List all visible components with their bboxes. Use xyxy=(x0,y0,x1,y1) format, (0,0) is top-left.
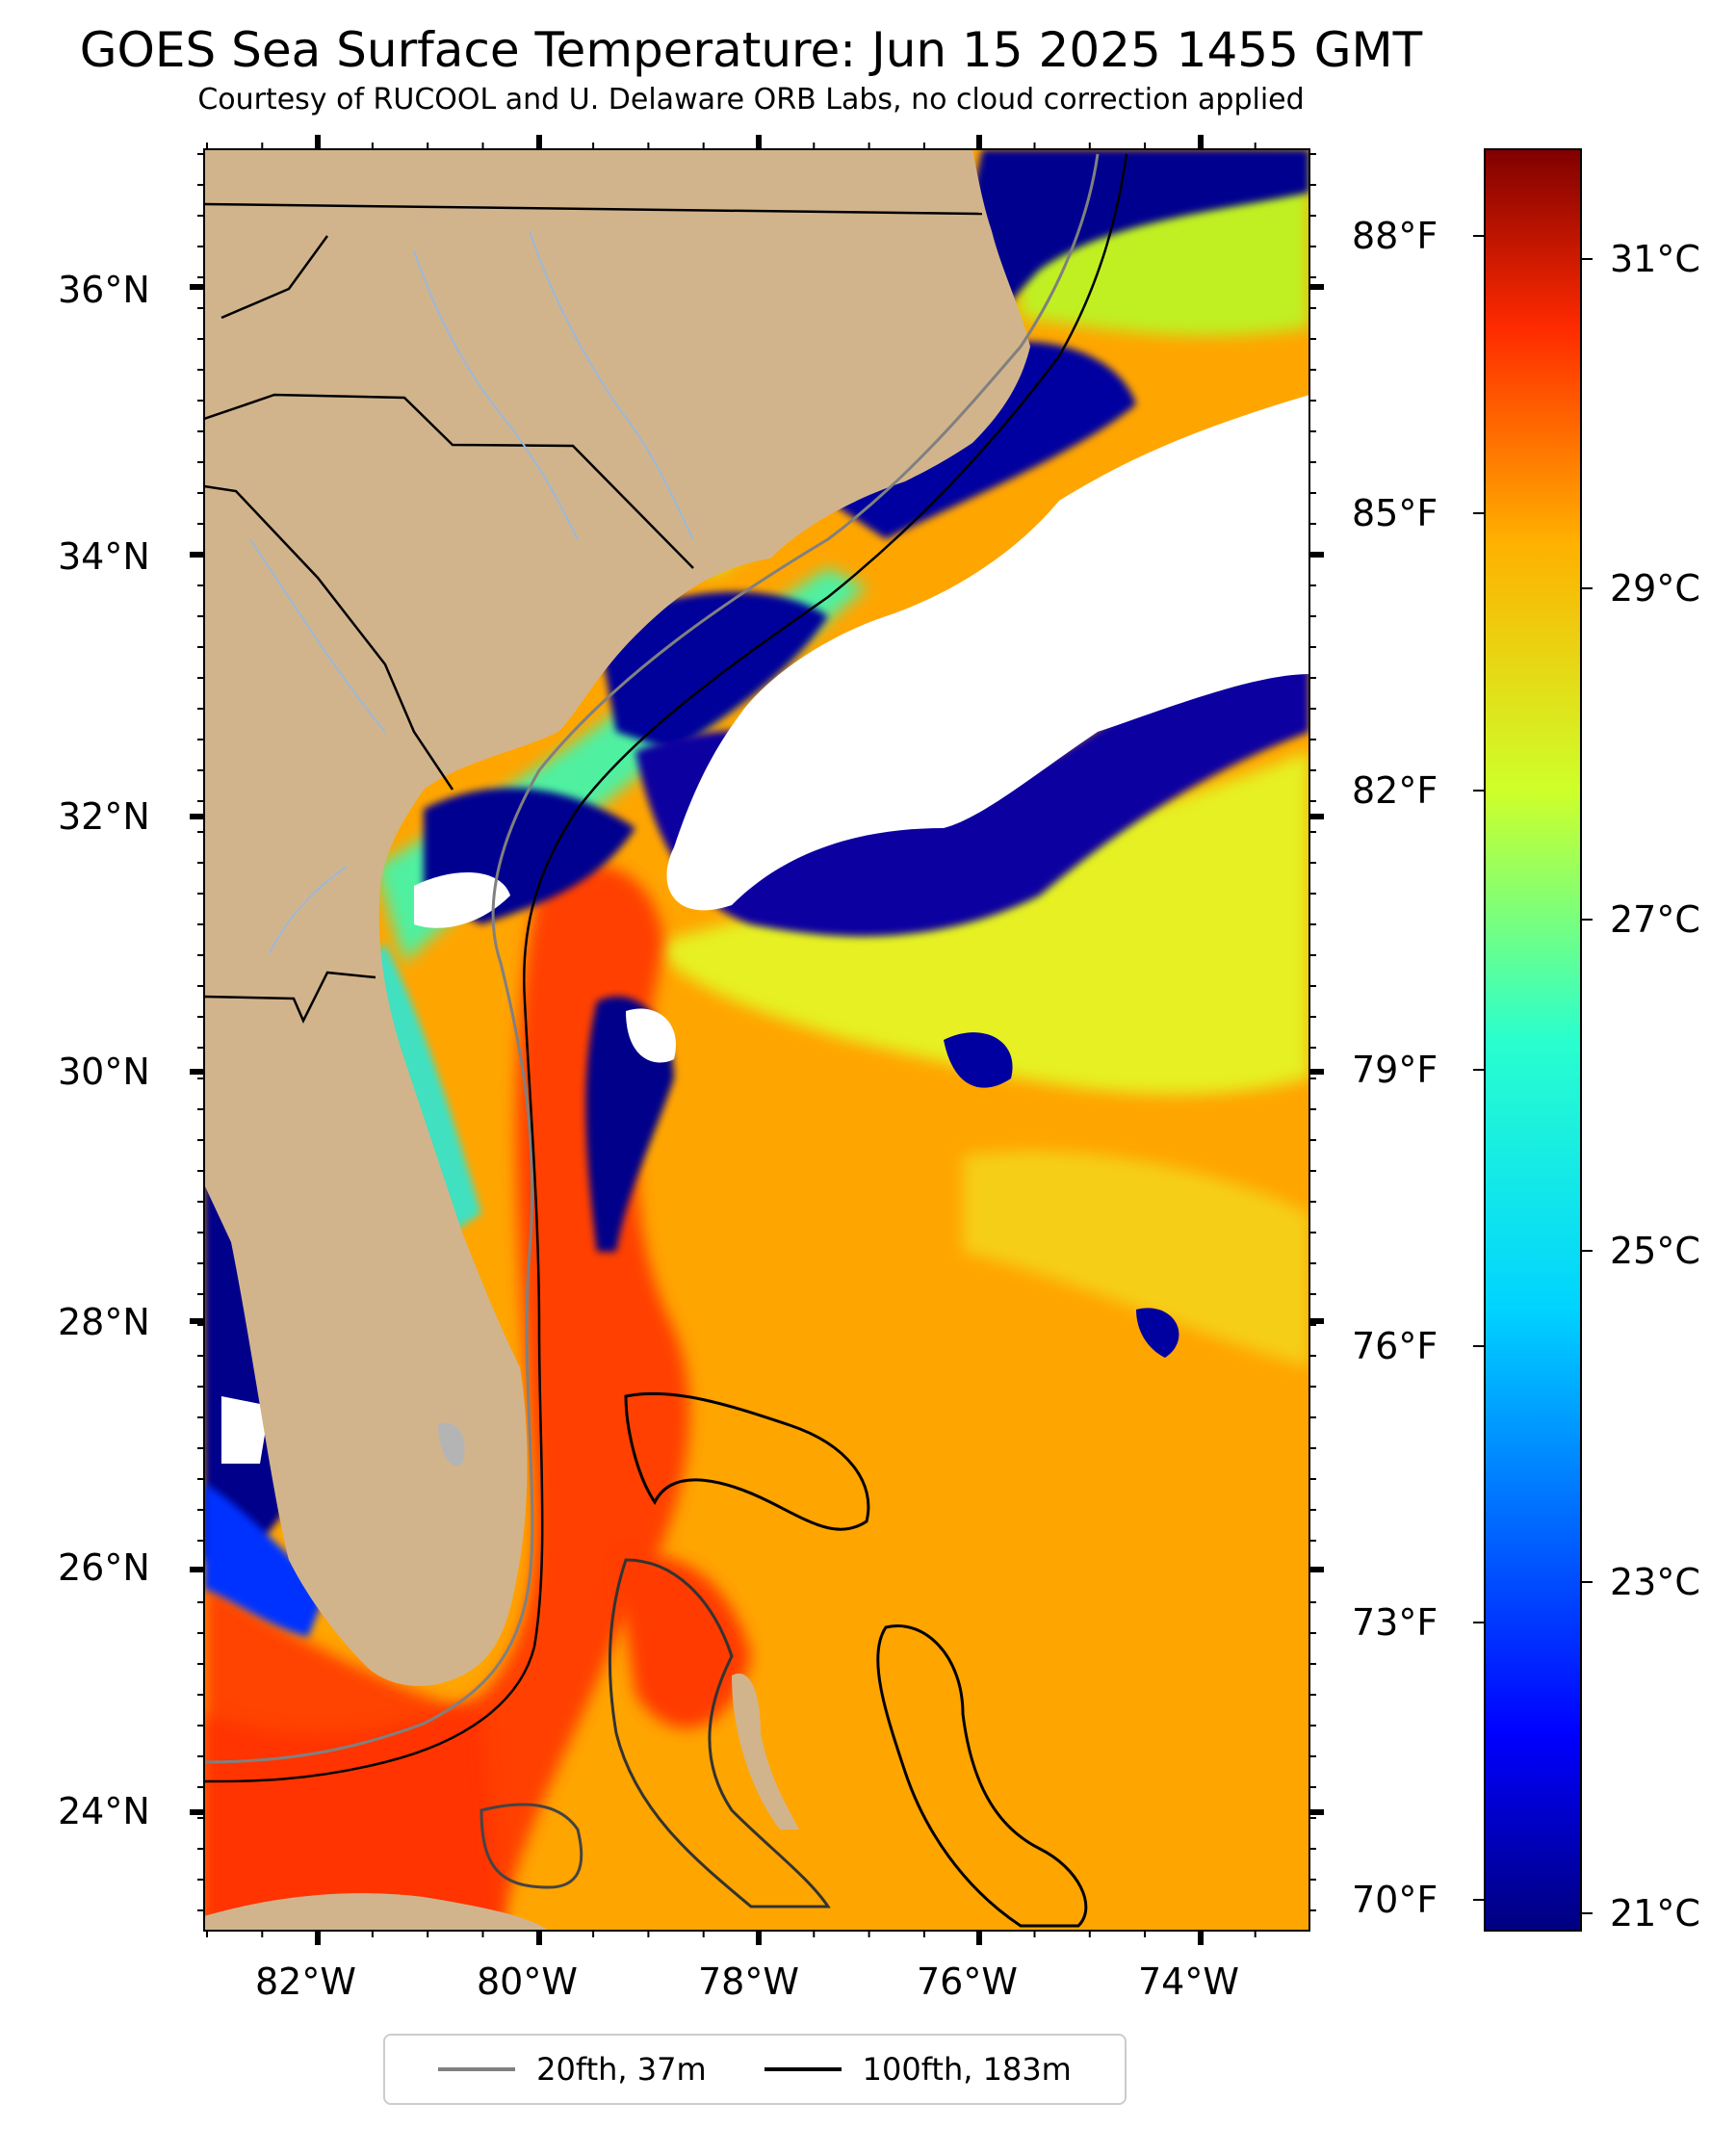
lat-label-36n: 36°N xyxy=(58,269,150,311)
lon-label-78w: 78°W xyxy=(698,1960,799,2003)
isobath-legend: 20fth, 37m 100fth, 183m xyxy=(383,2034,1127,2105)
legend-label-100fth: 100fth, 183m xyxy=(862,2051,1072,2088)
fahrenheit-label-76: 76°F xyxy=(1352,1325,1438,1367)
lon-label-82w: 82°W xyxy=(255,1960,356,2003)
lat-label-30n: 30°N xyxy=(58,1051,150,1093)
land-cuba xyxy=(204,1893,549,1931)
gulf-stream-warm-core xyxy=(204,864,690,1931)
fahrenheit-label-73: 73°F xyxy=(1352,1601,1438,1644)
legend-line-100fth xyxy=(764,2067,842,2071)
fahrenheit-label-88: 88°F xyxy=(1352,215,1438,257)
cold-cloud-region xyxy=(937,149,1309,404)
map-area xyxy=(204,149,1309,1931)
sst-warm-yellow-region xyxy=(655,751,1309,1095)
celsius-label-23: 23°C xyxy=(1610,1561,1700,1603)
lon-label-76w: 76°W xyxy=(917,1960,1018,2003)
legend-entry-100fth: 100fth, 183m xyxy=(764,2051,1072,2088)
land-us-southeast xyxy=(204,149,1030,1686)
legend-label-20fth: 20fth, 37m xyxy=(536,2051,707,2088)
fahrenheit-label-85: 85°F xyxy=(1352,492,1438,534)
cloud-mask-region xyxy=(666,395,1309,911)
lat-label-34n: 34°N xyxy=(58,535,150,578)
lat-label-26n: 26°N xyxy=(58,1546,150,1589)
celsius-label-25: 25°C xyxy=(1610,1230,1700,1272)
lake-okeechobee xyxy=(438,1422,465,1467)
isobath-20fth xyxy=(204,153,1100,1764)
celsius-label-29: 29°C xyxy=(1610,567,1700,610)
rivers xyxy=(249,230,694,954)
land-andros xyxy=(732,1674,799,1830)
lon-label-80w: 80°W xyxy=(477,1960,578,2003)
lat-label-28n: 28°N xyxy=(58,1301,150,1343)
celsius-label-27: 27°C xyxy=(1610,898,1700,941)
legend-entry-20fth: 20fth, 37m xyxy=(438,2051,707,2088)
celsius-label-21: 21°C xyxy=(1610,1892,1700,1934)
lon-label-74w: 74°W xyxy=(1138,1960,1239,2003)
isobath-100fth xyxy=(204,153,1128,1783)
lat-label-32n: 32°N xyxy=(58,795,150,838)
chart-subtitle: Courtesy of RUCOOL and U. Delaware ORB L… xyxy=(197,83,1305,117)
state-borders xyxy=(204,202,983,1024)
fahrenheit-label-82: 82°F xyxy=(1352,769,1438,812)
colorbar xyxy=(1484,148,1582,1932)
fahrenheit-label-70: 70°F xyxy=(1352,1879,1438,1921)
chart-title: GOES Sea Surface Temperature: Jun 15 202… xyxy=(79,22,1423,78)
celsius-label-31: 31°C xyxy=(1610,238,1700,280)
lat-label-24n: 24°N xyxy=(58,1790,150,1832)
fahrenheit-label-79: 79°F xyxy=(1352,1049,1438,1091)
legend-line-20fth xyxy=(438,2067,516,2071)
